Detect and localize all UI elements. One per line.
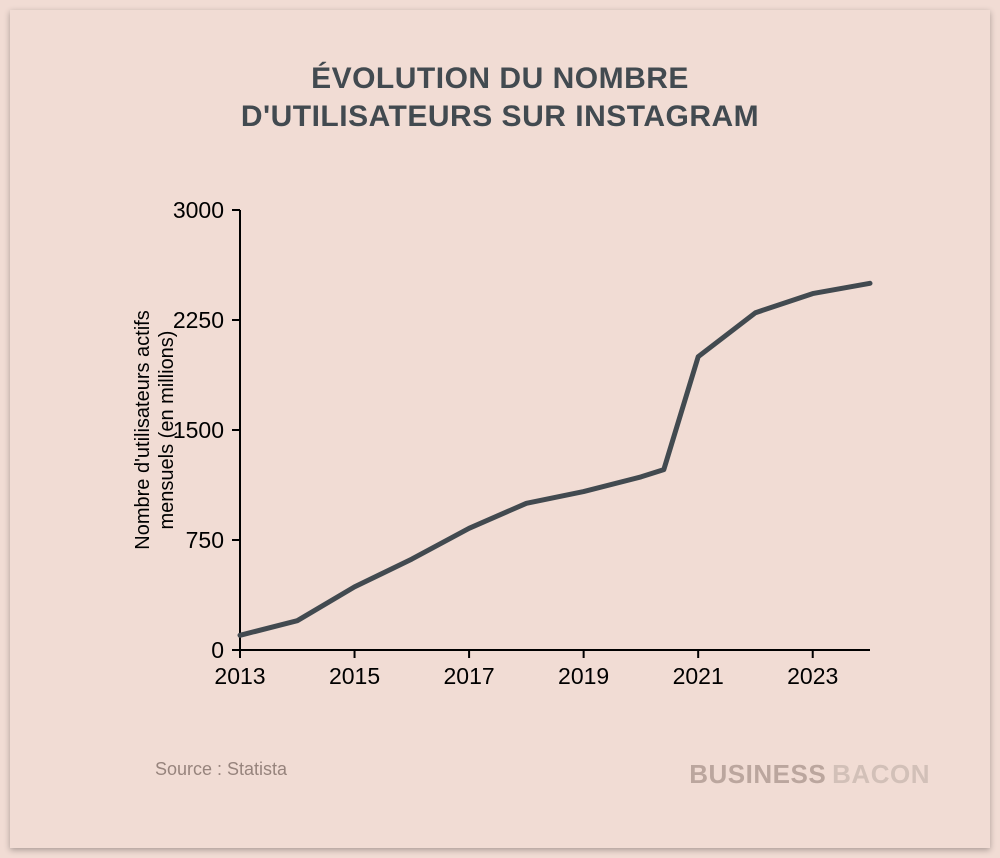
brand-watermark: BUSINESSBACON	[689, 759, 930, 790]
x-tick-label: 2023	[787, 663, 838, 689]
x-tick-label: 2015	[329, 663, 380, 689]
x-tick-label: 2017	[444, 663, 495, 689]
chart-card: ÉVOLUTION DU NOMBRE D'UTILISATEURS SUR I…	[10, 10, 990, 848]
y-tick-label: 0	[211, 637, 224, 663]
y-axis-label: Nombre d'utilisateurs actifsmensuels (en…	[132, 310, 178, 549]
y-tick-label: 750	[186, 527, 224, 553]
x-tick-label: 2019	[558, 663, 609, 689]
brand-part1: BUSINESS	[689, 759, 826, 789]
y-tick-label: 3000	[173, 197, 224, 223]
chart-area: 2013 2015 2017 2019 2021 2023 0 750 1500 2250 3000…	[130, 190, 890, 710]
brand-part2: BACON	[832, 759, 930, 789]
y-tick-label: 2250	[173, 307, 224, 333]
line-chart-svg: 2013 2015 2017 2019 2021 2023 0 750 1500 2250 3000…	[130, 190, 890, 710]
chart-title-line1: ÉVOLUTION DU NOMBRE	[311, 62, 689, 95]
chart-title: ÉVOLUTION DU NOMBRE D'UTILISATEURS SUR I…	[10, 60, 990, 135]
x-tick-label: 2021	[673, 663, 724, 689]
x-tick-label: 2013	[214, 663, 265, 689]
data-line	[240, 283, 870, 635]
y-tick-label: 1500	[173, 417, 224, 443]
chart-title-line2: D'UTILISATEURS SUR INSTAGRAM	[241, 100, 759, 133]
source-attribution: Source : Statista	[155, 759, 287, 780]
